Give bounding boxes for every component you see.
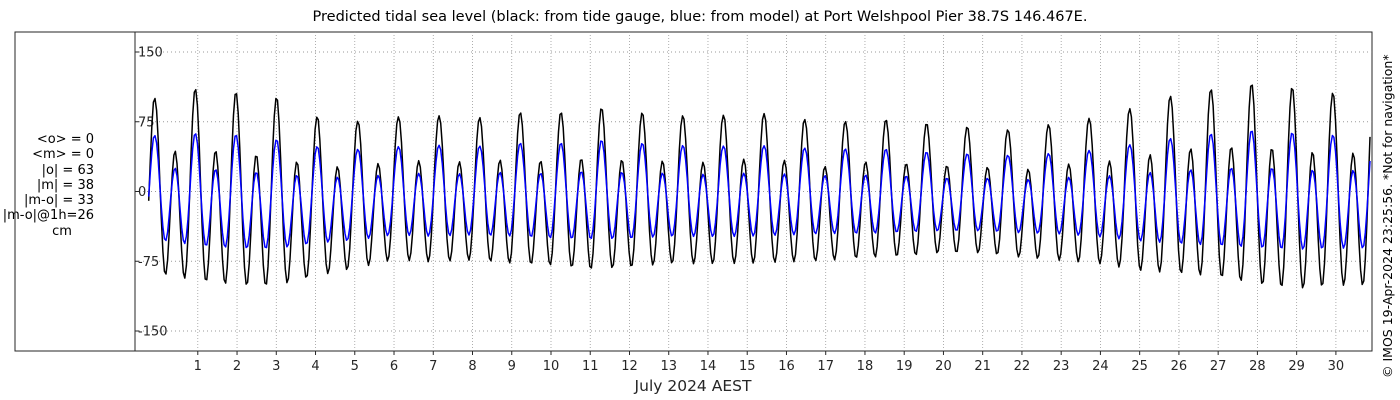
x-tick-label: 6 bbox=[390, 359, 398, 374]
x-tick-label: 8 bbox=[468, 359, 476, 374]
x-tick-label: 18 bbox=[857, 359, 874, 374]
chart-title: Predicted tidal sea level (black: from t… bbox=[312, 9, 1088, 25]
y-tick-label: 75 bbox=[138, 115, 155, 130]
stat-abs-observed: |o| = 63 bbox=[41, 162, 94, 178]
x-tick-label: 4 bbox=[311, 359, 319, 374]
x-tick-label: 23 bbox=[1053, 359, 1070, 374]
model-series-line bbox=[147, 130, 1371, 250]
x-tick-label: 21 bbox=[974, 359, 991, 374]
x-tick-label: 16 bbox=[778, 359, 795, 374]
x-tick-label: 24 bbox=[1092, 359, 1109, 374]
y-tick-label: 150 bbox=[138, 46, 163, 61]
x-tick-label: 1 bbox=[194, 359, 202, 374]
y-tick-label: -150 bbox=[138, 325, 168, 340]
x-tick-label: 3 bbox=[272, 359, 280, 374]
x-tick-label: 19 bbox=[896, 359, 913, 374]
x-tick-label: 20 bbox=[935, 359, 952, 374]
x-tick-label: 28 bbox=[1249, 359, 1266, 374]
copyright-notice: © IMOS 19-Apr-2024 23:25:56. *Not for na… bbox=[1380, 54, 1395, 378]
stats-panel: <o> = 0 <m> = 0 |o| = 63 |m| = 38 |m-o| … bbox=[0, 132, 94, 239]
x-tick-label: 11 bbox=[582, 359, 599, 374]
stat-mean-model: <m> = 0 bbox=[32, 147, 94, 163]
stat-unit: cm bbox=[52, 223, 72, 239]
x-tick-label: 10 bbox=[543, 359, 560, 374]
stat-mean-observed: <o> = 0 bbox=[36, 132, 94, 147]
stat-abs-difference-1h: |m-o|@1h=26 bbox=[2, 208, 94, 224]
x-axis-label: July 2024 AEST bbox=[634, 377, 752, 395]
x-tick-label: 17 bbox=[817, 359, 834, 374]
series-lines bbox=[147, 84, 1371, 289]
x-tick-label: 5 bbox=[351, 359, 359, 374]
y-tick-label: -75 bbox=[138, 255, 159, 270]
x-tick-label: 9 bbox=[508, 359, 516, 374]
x-tick-label: 14 bbox=[700, 359, 717, 374]
x-tick-label: 22 bbox=[1014, 359, 1031, 374]
x-tick-label: 29 bbox=[1288, 359, 1305, 374]
x-tick-label: 12 bbox=[621, 359, 638, 374]
x-tick-label: 27 bbox=[1210, 359, 1227, 374]
stat-abs-model: |m| = 38 bbox=[36, 177, 94, 193]
x-tick-label: 13 bbox=[660, 359, 677, 374]
grid-lines bbox=[135, 32, 1372, 351]
y-tick-label: 0 bbox=[138, 185, 146, 200]
x-tick-label: 2 bbox=[233, 359, 241, 374]
x-tick-label: 26 bbox=[1171, 359, 1188, 374]
x-tick-label: 15 bbox=[739, 359, 756, 374]
x-tick-label: 30 bbox=[1328, 359, 1345, 374]
x-tick-label: 7 bbox=[429, 359, 437, 374]
x-tick-label: 25 bbox=[1131, 359, 1148, 374]
stat-abs-difference: |m-o| = 33 bbox=[23, 193, 94, 209]
